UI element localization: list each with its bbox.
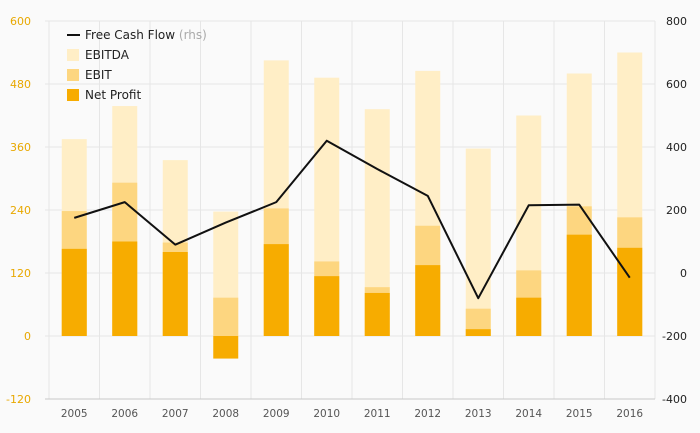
y-left-tick-label: -120 <box>6 393 31 406</box>
bar-ebit <box>213 297 239 336</box>
y-right-tick-label: 400 <box>666 141 687 154</box>
fcf-line <box>73 139 631 300</box>
y-left-tick-label: 0 <box>24 330 31 343</box>
bar-ebitda <box>465 148 491 336</box>
x-tick-label: 2010 <box>313 408 340 420</box>
bar-net-profit <box>415 265 441 336</box>
x-tick-label: 2007 <box>162 408 189 420</box>
y-left-tick-label: 240 <box>10 204 31 217</box>
bar-net-profit <box>213 336 239 359</box>
legend-swatch <box>67 69 79 81</box>
fcf-line-group <box>73 139 631 300</box>
x-tick-label: 2005 <box>61 408 88 420</box>
legend-label: Net Profit <box>85 88 141 102</box>
axes: -120 -400 0 -200 120 0 240 200 360 400 480 600 600 80… <box>6 15 687 420</box>
x-tick-label: 2006 <box>111 408 138 420</box>
bar-net-profit <box>617 247 643 336</box>
x-tick-label: 2009 <box>263 408 290 420</box>
y-right-tick-label: 0 <box>680 267 687 280</box>
x-tick-label: 2011 <box>364 408 391 420</box>
y-right-tick-label: 800 <box>666 15 687 28</box>
y-left-tick-label: 480 <box>10 78 31 91</box>
legend-swatch <box>67 49 79 61</box>
bar-net-profit <box>516 297 542 336</box>
x-tick-label: 2008 <box>212 408 239 420</box>
bar-net-profit <box>566 234 592 336</box>
bar-net-profit <box>364 292 390 336</box>
bar-net-profit <box>465 329 491 336</box>
legend-label: EBITDA <box>85 48 130 62</box>
y-left-tick-label: 360 <box>10 141 31 154</box>
bar-net-profit <box>162 252 188 336</box>
y-right-tick-label: -200 <box>662 330 687 343</box>
y-right-tick-label: 600 <box>666 78 687 91</box>
gridlines <box>45 20 656 400</box>
x-tick-label: 2013 <box>465 408 492 420</box>
bar-net-profit <box>61 248 87 336</box>
y-left-tick-label: 120 <box>10 267 31 280</box>
x-tick-label: 2014 <box>515 408 542 420</box>
legend: Free Cash Flow (rhs) EBITDA EBIT Net Profit <box>67 28 207 102</box>
y-left-tick-label: 600 <box>10 15 31 28</box>
y-right-tick-label: -400 <box>662 393 687 406</box>
legend-label: Free Cash Flow (rhs) <box>85 28 207 42</box>
y-right-tick-label: 200 <box>666 204 687 217</box>
legend-label: EBIT <box>85 68 112 82</box>
legend-suffix: (rhs) <box>175 28 207 42</box>
x-tick-label: 2015 <box>566 408 593 420</box>
bars <box>61 52 643 359</box>
bar-net-profit <box>112 241 138 336</box>
bar-net-profit <box>314 276 340 336</box>
legend-swatch <box>67 89 79 101</box>
x-tick-label: 2012 <box>414 408 441 420</box>
x-tick-label: 2016 <box>616 408 643 420</box>
bar-net-profit <box>263 244 289 336</box>
